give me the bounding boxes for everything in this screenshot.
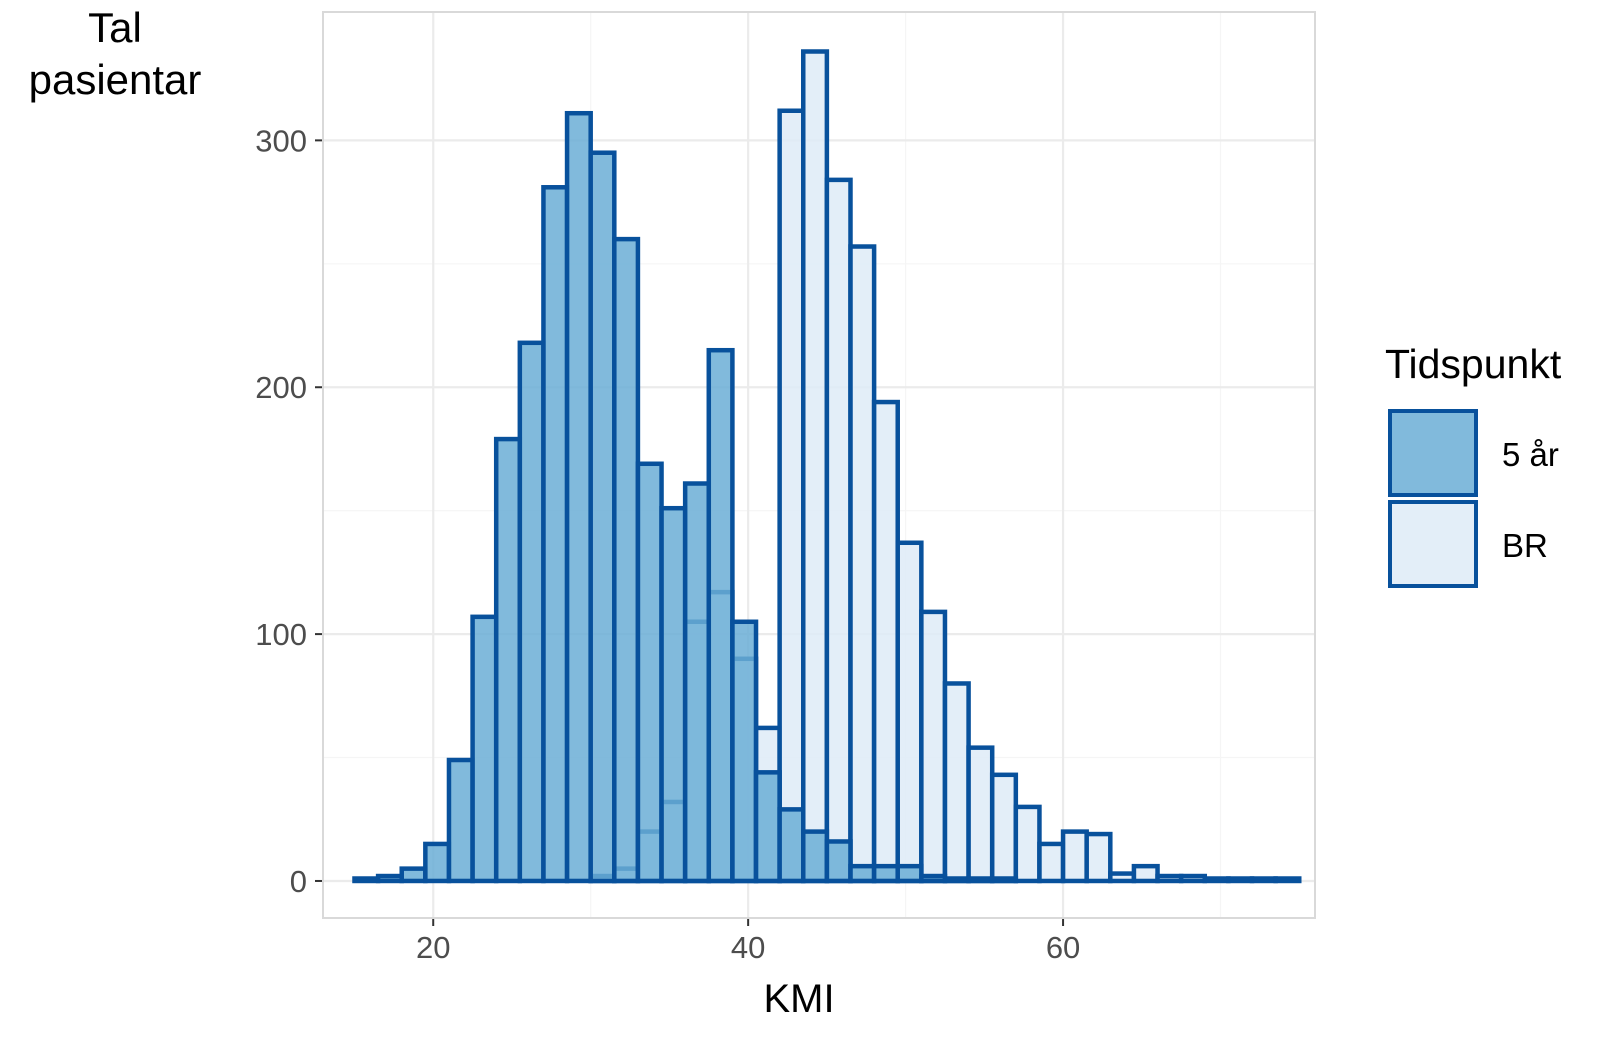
bar-5-ar-3 [423, 841, 452, 884]
bar-5-ar-19 [801, 829, 830, 884]
bar-5-ar-5 [470, 614, 499, 884]
bar-5-ar-0 [352, 876, 381, 884]
y-tick-label-3: 300 [255, 123, 307, 158]
bar-5-ar-2 [399, 866, 428, 884]
x-tick-label-0: 20 [416, 930, 450, 965]
bar-5-ar-9 [564, 110, 593, 884]
legend: Tidspunkt 5 år BR [1385, 341, 1562, 588]
legend-key-br [1388, 500, 1478, 588]
bar-5-ar-18 [777, 807, 806, 884]
bar-br-22 [871, 399, 900, 884]
legend-label-br: BR [1502, 527, 1548, 564]
bar-br-28 [1013, 804, 1042, 884]
bar-br-35 [1178, 873, 1208, 884]
bar-br-32 [1108, 871, 1137, 884]
bar-br-21 [848, 244, 877, 884]
bar-br-39 [1273, 876, 1302, 884]
bar-5-ar-15 [706, 347, 735, 884]
bar-br-24 [919, 609, 948, 884]
bar-5-ar-11 [612, 236, 641, 884]
bar-br-37 [1226, 876, 1255, 884]
bar-br-20 [824, 177, 853, 884]
bars-layer [352, 49, 1302, 884]
legend-label-5-ar: 5 år [1502, 436, 1559, 473]
bar-5-ar-20 [824, 839, 853, 884]
bar-5-ar-1 [375, 873, 404, 884]
bar-5-ar-12 [635, 461, 664, 884]
x-tick-label-2: 60 [1046, 930, 1080, 965]
bar-br-34 [1155, 873, 1184, 884]
legend-title: Tidspunkt [1385, 341, 1562, 387]
x-axis-title: KMI [763, 977, 834, 1021]
bar-5-ar-7 [517, 340, 546, 884]
bar-5-ar-25 [942, 876, 971, 884]
bar-5-ar-14 [682, 481, 712, 884]
bar-5-ar-21 [848, 863, 877, 884]
bar-5-ar-8 [541, 185, 570, 884]
bar-5-ar-10 [588, 150, 617, 884]
bar-5-ar-4 [446, 757, 475, 884]
bar-5-ar-23 [895, 863, 924, 884]
y-tick-label-2: 200 [255, 370, 307, 405]
bar-5-ar-6 [493, 436, 523, 884]
legend-key-5-ar [1388, 409, 1478, 497]
bar-br-26 [966, 745, 995, 884]
bar-5-ar-24 [919, 873, 948, 884]
axis-ticks: 0 100 200 300 20 40 60 [255, 123, 1080, 965]
bar-5-ar-22 [871, 863, 900, 884]
bar-br-27 [989, 772, 1019, 884]
y-axis-title-line-2: pasientar [29, 56, 202, 103]
panel-border [322, 11, 1316, 919]
y-tick-label-1: 100 [255, 617, 307, 652]
bar-br-33 [1131, 863, 1160, 884]
bar-br-36 [1202, 876, 1231, 884]
bar-5-ar-27 [989, 876, 1019, 884]
bar-br-18 [777, 108, 806, 884]
bar-5-ar-13 [659, 505, 688, 884]
y-axis-title-line-1: Tal [88, 4, 142, 51]
bar-br-31 [1084, 831, 1113, 884]
y-tick-label-0: 0 [290, 864, 307, 899]
bar-br-25 [942, 681, 971, 884]
bar-5-ar-16 [730, 619, 759, 884]
bar-br-29 [1037, 841, 1066, 884]
x-tick-label-1: 40 [731, 930, 765, 965]
bar-br-23 [895, 540, 924, 884]
bar-5-ar-17 [753, 770, 782, 884]
bar-5-ar-26 [966, 876, 995, 884]
bar-br-30 [1060, 829, 1089, 884]
bar-br-38 [1249, 876, 1278, 884]
bar-br-19 [801, 49, 830, 884]
